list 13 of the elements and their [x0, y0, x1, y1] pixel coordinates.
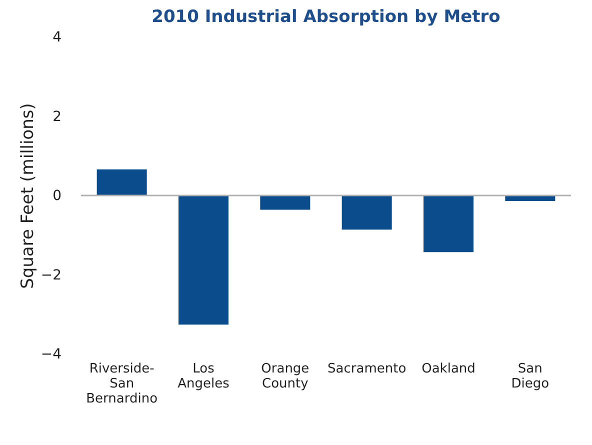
x-tick-label: Riverside-San Bernardino [86, 362, 158, 406]
y-axis-title: Square Feet (millions) [18, 103, 38, 289]
chart-title: 2010 Industrial Absorption by Metro [152, 7, 500, 27]
x-tick-label: Oakland [422, 362, 476, 376]
y-tick-label: −4 [40, 346, 62, 362]
y-tick-label: 2 [52, 108, 62, 125]
x-tick-label: Orange County [261, 362, 310, 392]
x-tick-label: San Diego [511, 362, 550, 392]
y-tick-label: −2 [40, 267, 62, 284]
y-tick-label: 0 [52, 188, 62, 204]
y-tick-label: 4 [52, 30, 62, 46]
x-tick-label: Sacramento [328, 362, 406, 376]
x-tick-label: Los Angeles [178, 362, 230, 392]
